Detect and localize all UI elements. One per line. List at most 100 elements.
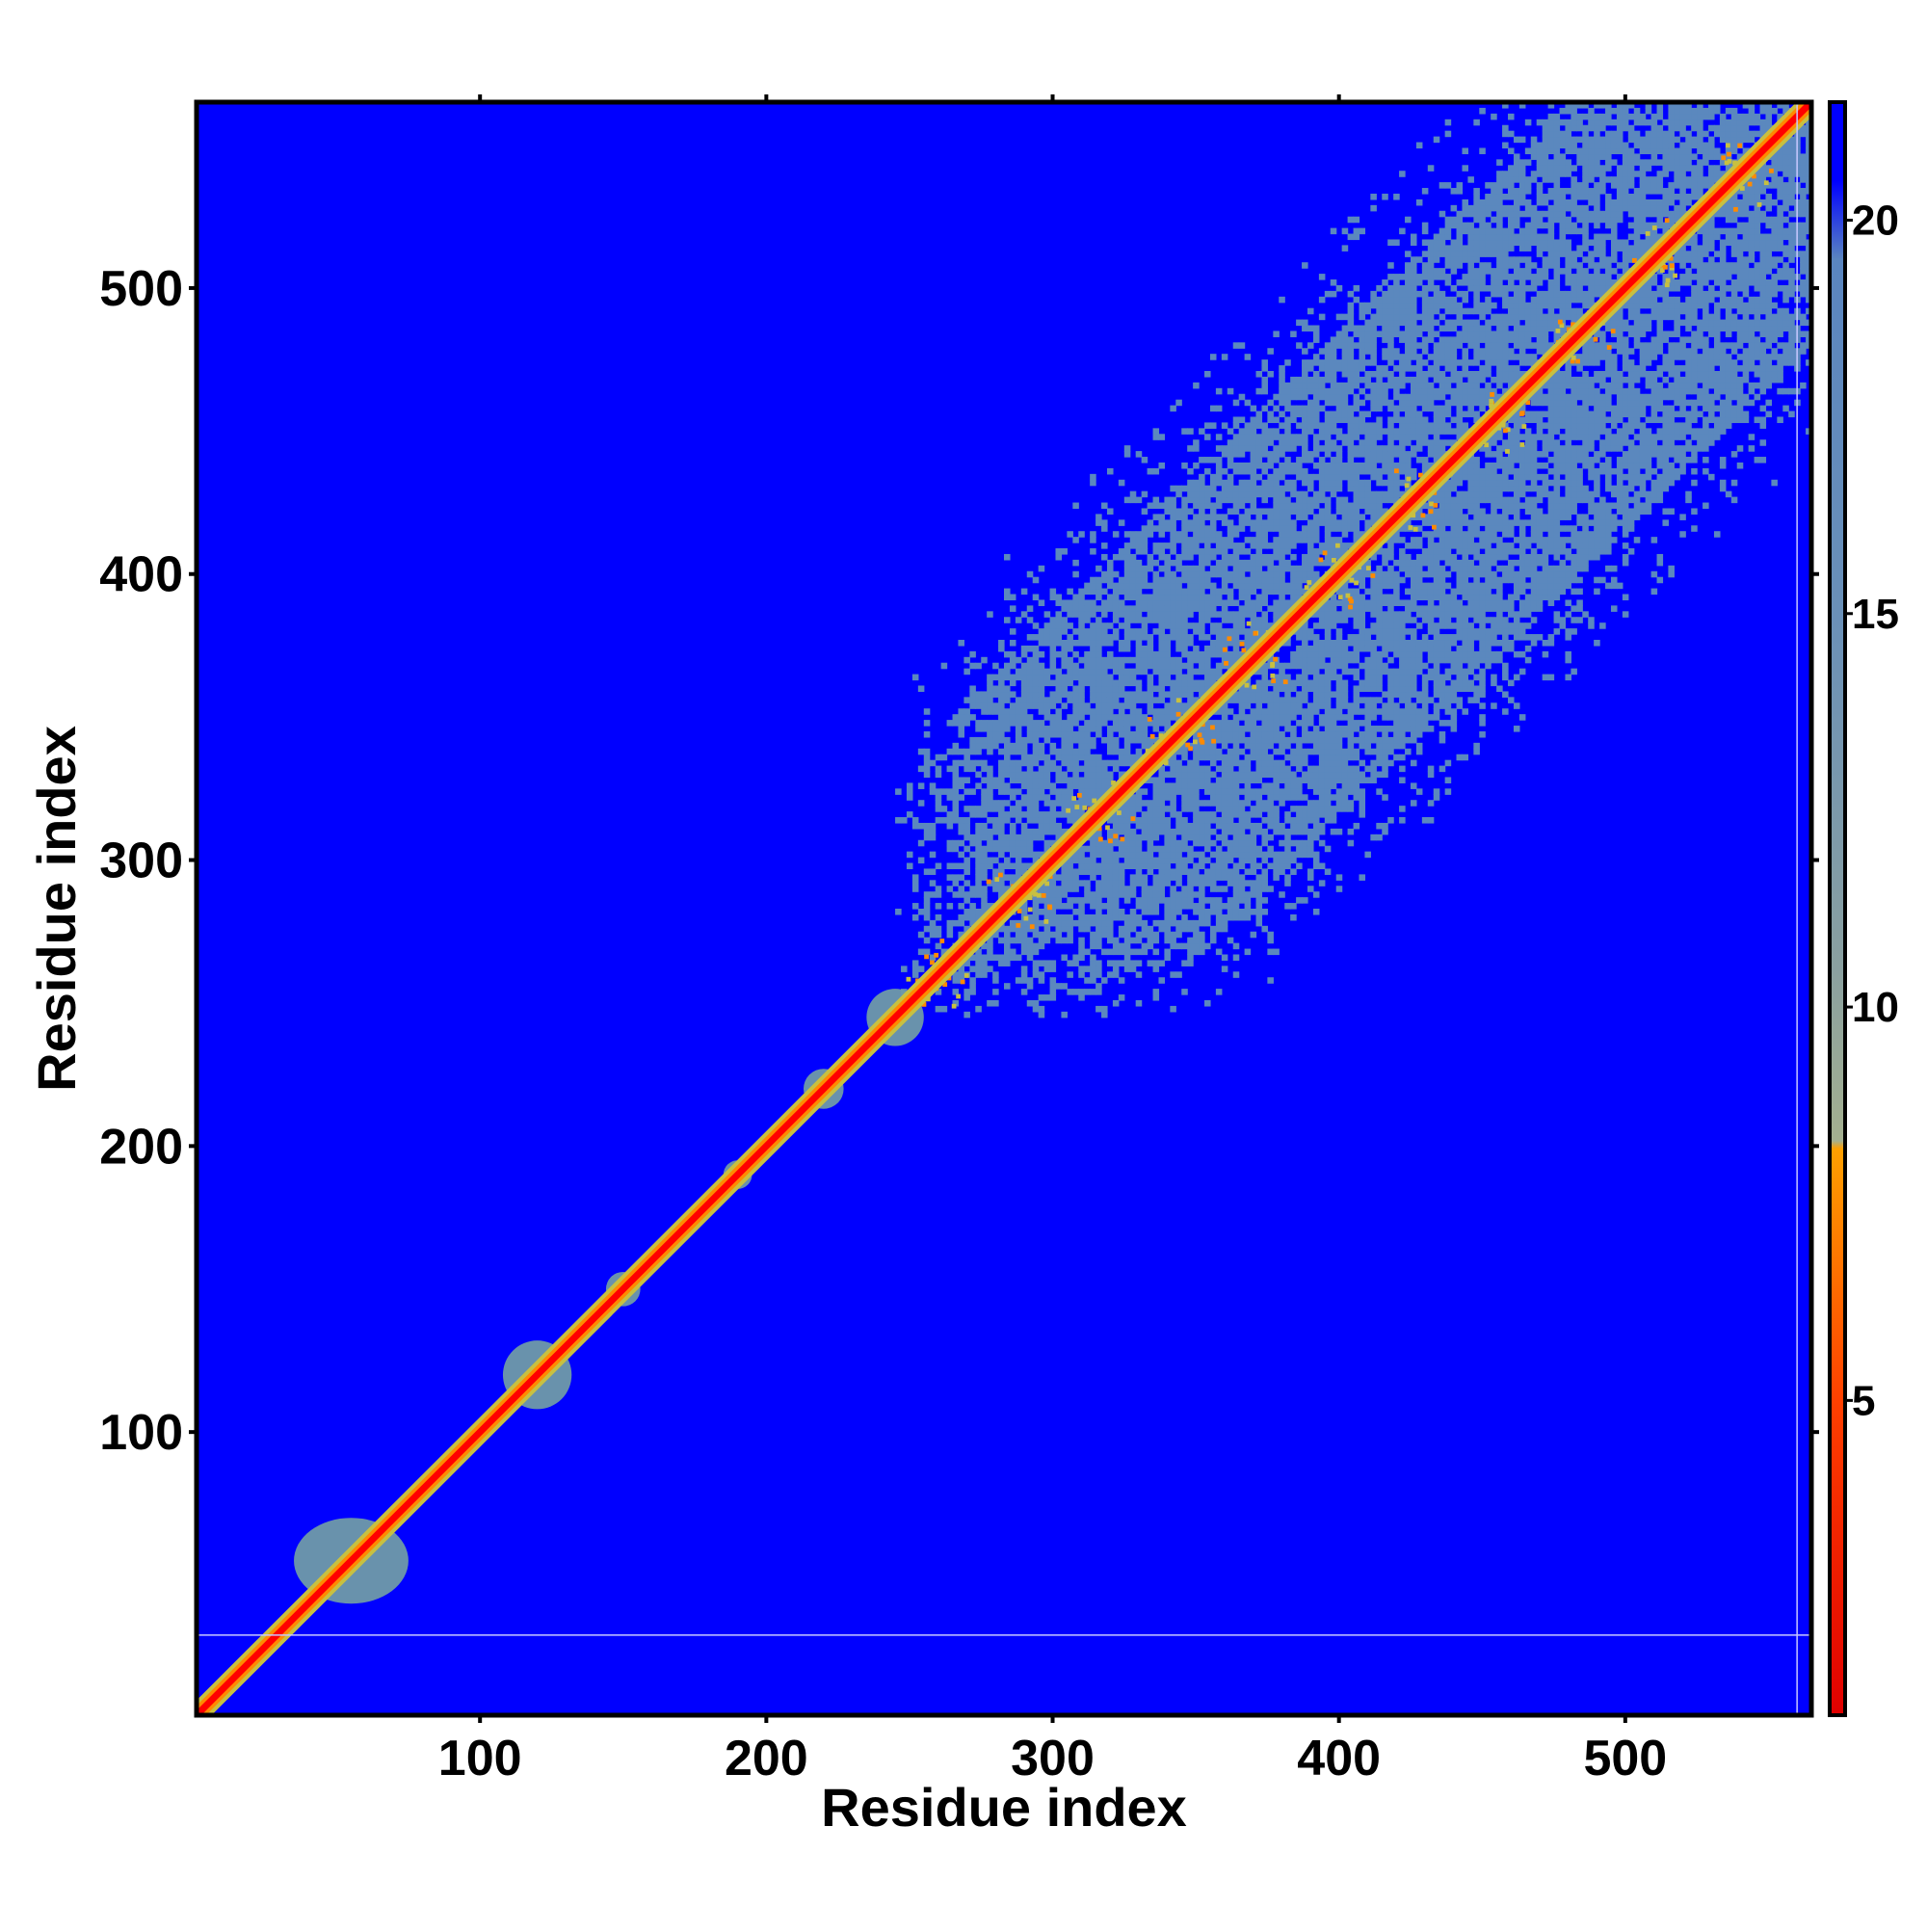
contact-cell bbox=[969, 989, 976, 995]
contact-cell bbox=[1290, 708, 1297, 715]
contact-cell bbox=[1175, 400, 1182, 407]
contact-cell bbox=[1331, 622, 1337, 629]
contact-cell bbox=[1148, 560, 1154, 567]
contact-cell bbox=[1170, 840, 1176, 847]
contact-cell bbox=[1175, 943, 1182, 950]
contact-cell bbox=[1199, 669, 1205, 675]
contact-cell bbox=[1027, 938, 1034, 944]
contact-cell bbox=[1393, 451, 1400, 458]
contact-cell bbox=[1296, 566, 1303, 572]
contact-cell bbox=[1364, 749, 1371, 755]
contact-cell bbox=[969, 811, 976, 818]
contact-cell bbox=[1113, 589, 1120, 595]
contact-cell bbox=[1348, 217, 1355, 224]
contact-cell bbox=[1158, 640, 1165, 647]
contact-cell bbox=[1061, 891, 1068, 898]
contact-cell bbox=[1302, 829, 1308, 835]
contact-cell bbox=[1364, 457, 1371, 463]
contact-cell bbox=[1376, 611, 1383, 618]
contact-cell bbox=[1204, 651, 1211, 658]
contact-cell bbox=[1095, 1006, 1102, 1013]
contact-cell bbox=[1307, 548, 1314, 555]
contact-cell bbox=[1170, 525, 1176, 532]
contact-cell bbox=[1279, 605, 1285, 612]
contact-cell bbox=[1284, 685, 1291, 692]
contact-cell bbox=[1233, 503, 1240, 510]
contact-cell bbox=[1251, 737, 1257, 744]
contact-cell bbox=[1284, 720, 1291, 727]
contact-cell bbox=[1044, 938, 1051, 944]
contact-cell bbox=[1307, 886, 1314, 892]
contact-cell bbox=[941, 788, 948, 795]
contact-cell bbox=[1193, 932, 1200, 939]
contact-cell bbox=[1039, 708, 1045, 715]
contact-cell bbox=[1193, 503, 1200, 510]
contact-cell bbox=[1261, 685, 1268, 692]
contact-cell bbox=[1061, 731, 1068, 738]
contact-cell bbox=[958, 794, 964, 801]
contact-cell bbox=[1239, 514, 1246, 520]
contact-cell bbox=[1107, 675, 1114, 681]
contact-cell bbox=[1078, 634, 1085, 641]
contact-cell bbox=[1359, 331, 1365, 337]
contact-cell bbox=[1193, 491, 1200, 498]
contact-cell bbox=[958, 749, 964, 755]
contact-cell bbox=[992, 702, 999, 709]
contact-cell bbox=[1158, 617, 1165, 623]
contact-cell bbox=[975, 846, 982, 853]
contact-cell bbox=[1331, 359, 1337, 366]
contact-cell bbox=[1227, 811, 1234, 818]
contact-cell bbox=[1313, 852, 1320, 859]
contact-cell bbox=[1273, 468, 1280, 475]
contact-cell bbox=[1175, 903, 1182, 910]
contact-cell bbox=[975, 1006, 982, 1013]
contact-cell bbox=[1348, 439, 1355, 446]
contact-cell bbox=[1233, 400, 1240, 407]
contact-cell bbox=[1124, 445, 1131, 452]
contact-cell bbox=[1325, 634, 1332, 641]
contact-cell bbox=[1010, 720, 1016, 727]
contact-cell bbox=[912, 903, 919, 910]
contact-cell bbox=[1039, 817, 1045, 824]
contact-cell bbox=[975, 954, 982, 961]
contact-cell bbox=[1267, 977, 1274, 984]
contact-cell bbox=[1261, 737, 1268, 744]
contact-cell bbox=[947, 903, 954, 910]
contact-cell bbox=[1284, 531, 1291, 538]
contact-cell bbox=[1175, 508, 1182, 515]
contact-cell bbox=[1331, 599, 1337, 606]
contact-cell bbox=[1199, 503, 1205, 510]
contact-cell bbox=[1331, 663, 1337, 670]
contact-cell bbox=[1256, 514, 1263, 520]
contact-cell bbox=[1193, 566, 1200, 572]
contact-cell bbox=[1010, 920, 1016, 927]
contact-cell bbox=[964, 834, 970, 841]
contact-cell bbox=[1136, 846, 1143, 853]
contact-cell bbox=[1348, 777, 1355, 783]
contact-cell bbox=[1364, 303, 1371, 309]
contact-cell bbox=[969, 914, 976, 921]
contact-cell bbox=[1273, 554, 1280, 561]
contact-cell bbox=[1331, 714, 1337, 721]
contact-cell bbox=[1101, 525, 1108, 532]
contact-cell bbox=[969, 737, 976, 744]
contact-cell bbox=[1153, 651, 1160, 658]
contact-cell bbox=[1290, 794, 1297, 801]
contact-cell bbox=[1302, 691, 1308, 698]
contact-cell bbox=[1233, 508, 1240, 515]
contact-cell bbox=[1016, 702, 1022, 709]
contact-cell bbox=[1158, 777, 1165, 783]
contact-cell bbox=[1216, 514, 1223, 520]
contact-cell bbox=[1387, 463, 1394, 469]
contact-cell bbox=[1216, 920, 1223, 927]
contact-cell bbox=[1348, 726, 1355, 732]
contact-cell bbox=[1354, 651, 1360, 658]
contact-cell bbox=[981, 788, 988, 795]
contact-cell bbox=[1210, 811, 1217, 818]
contact-cell bbox=[981, 766, 988, 773]
contact-cell bbox=[1124, 817, 1131, 824]
contact-cell bbox=[1336, 383, 1343, 389]
contact-cell bbox=[1050, 697, 1057, 703]
contact-cell bbox=[1325, 400, 1332, 407]
contact-cell bbox=[1336, 480, 1343, 487]
